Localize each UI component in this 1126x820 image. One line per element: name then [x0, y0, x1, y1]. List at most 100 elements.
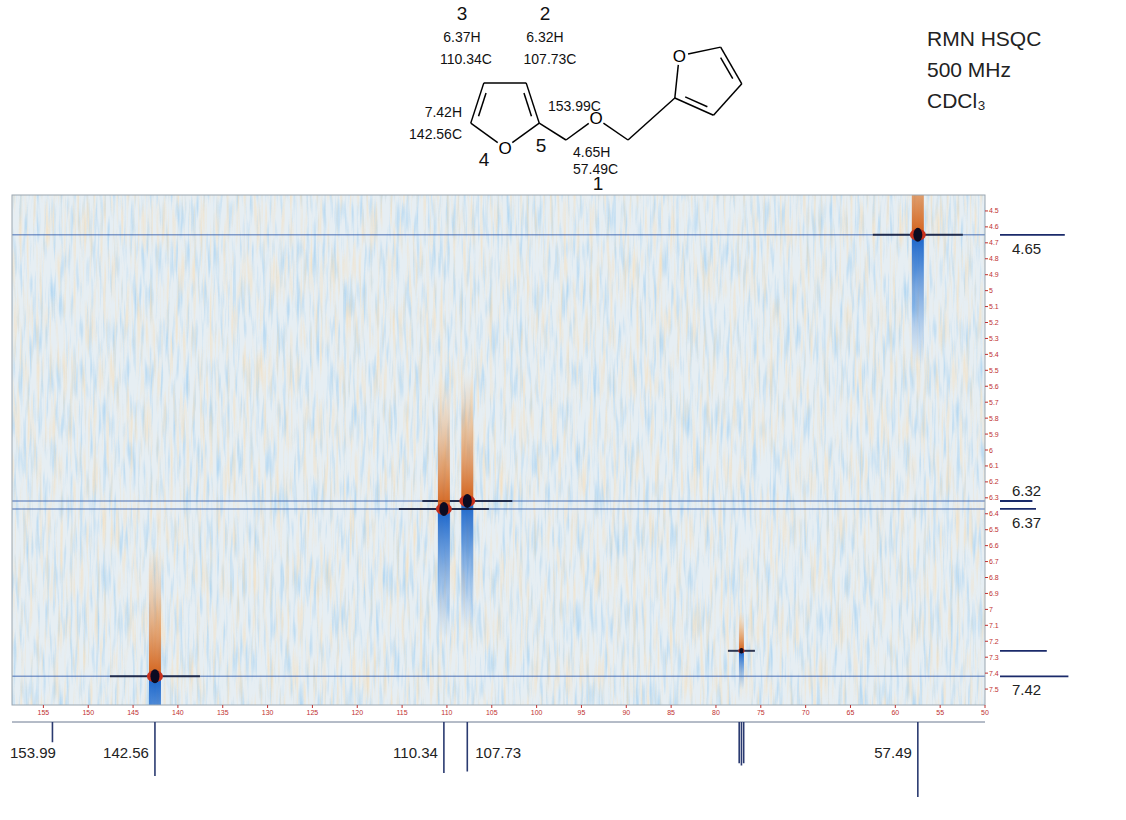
y-tick-label: 4.7 — [989, 239, 999, 246]
atom-number: 4 — [479, 149, 490, 170]
y-tick — [985, 673, 988, 674]
proton-label: 6.37 — [1012, 514, 1041, 531]
carbon-peak — [743, 722, 745, 763]
y-tick — [985, 577, 988, 578]
x-tick-label: 75 — [757, 709, 765, 716]
y-tick — [985, 481, 988, 482]
y-tick — [985, 561, 988, 562]
x-tick-label: 105 — [486, 709, 498, 716]
y-tick-label: 6.8 — [989, 574, 999, 581]
double-bond — [685, 97, 707, 107]
oxygen-label: O — [673, 47, 686, 66]
bond — [628, 98, 675, 140]
y-tick-label: 5 — [989, 287, 993, 294]
proton-peak — [1000, 650, 1047, 652]
x-tick-label: 55 — [936, 709, 944, 716]
y-tick-label: 7.5 — [989, 686, 999, 693]
atom-c-shift: 142.56C — [409, 126, 462, 142]
y-tick-label: 6.3 — [989, 494, 999, 501]
x-tick — [760, 705, 761, 708]
y-tick-label: 4.5 — [989, 207, 999, 214]
x-tick-label: 65 — [847, 709, 855, 716]
carbon-peak — [52, 722, 54, 742]
t1-streak — [739, 651, 744, 690]
cross-peak — [739, 648, 743, 654]
bond — [721, 47, 742, 84]
atom-h-shift: 6.32H — [526, 29, 563, 45]
atom-h-shift: 7.42H — [425, 104, 462, 120]
t2-ridge — [12, 500, 985, 502]
x-tick-label: 135 — [217, 709, 229, 716]
atom-number: 5 — [536, 135, 547, 156]
atom-c-shift: 107.73C — [524, 51, 577, 67]
atom-h-shift: 6.37H — [443, 29, 480, 45]
y-tick — [985, 657, 988, 658]
bond — [603, 123, 628, 140]
y-tick — [985, 641, 988, 642]
x-tick — [940, 705, 941, 708]
x-tick — [581, 705, 582, 708]
x-tick-label: 140 — [172, 709, 184, 716]
y-tick-label: 4.9 — [989, 271, 999, 278]
y-tick — [985, 274, 988, 275]
x-tick-label: 95 — [578, 709, 586, 716]
peaks — [12, 195, 985, 705]
noise — [12, 195, 985, 705]
molecule: OOO36.37H110.34C26.32H107.73C47.42H142.5… — [409, 3, 742, 194]
atom-number: 3 — [457, 3, 468, 24]
proton-peak — [1000, 508, 1036, 510]
x-tick-label: 85 — [667, 709, 675, 716]
y-tick — [985, 322, 988, 323]
y-tick — [985, 689, 988, 690]
x-tick — [626, 705, 627, 708]
y-tick — [985, 545, 988, 546]
x-tick — [491, 705, 492, 708]
x-tick — [446, 705, 447, 708]
y-tick — [985, 306, 988, 307]
peak-halo — [459, 495, 475, 507]
proton-label: 4.65 — [1012, 240, 1041, 257]
y-tick — [985, 513, 988, 514]
bond — [566, 123, 589, 140]
y-tick-label: 6.7 — [989, 558, 999, 565]
y-tick — [985, 242, 988, 243]
x-tick — [895, 705, 896, 708]
double-bond — [721, 58, 733, 79]
t2-ridge — [12, 508, 985, 510]
proton-peak — [1000, 675, 1068, 677]
oxygen-label: O — [498, 139, 511, 158]
y-tick-label: 7 — [989, 606, 993, 613]
y-tick — [985, 609, 988, 610]
cross-peak — [913, 228, 922, 242]
y-tick-label: 5.4 — [989, 351, 999, 358]
cross-peak — [463, 494, 472, 508]
x-tick — [43, 705, 44, 708]
y-tick-label: 5.7 — [989, 399, 999, 406]
carbon-peak — [443, 722, 445, 773]
x-tick — [222, 705, 223, 708]
y-tick — [985, 290, 988, 291]
x-tick-label: 80 — [712, 709, 720, 716]
cross-peak — [439, 502, 448, 516]
x-tick — [985, 705, 986, 708]
t1-streak — [149, 546, 161, 676]
x-tick — [715, 705, 716, 708]
t2-ridge — [12, 234, 985, 236]
y-tick-label: 5.1 — [989, 303, 999, 310]
x-tick-label: 70 — [802, 709, 810, 716]
bond — [675, 65, 678, 98]
y-tick — [985, 529, 988, 530]
carbon-label: 110.34 — [393, 744, 438, 761]
y-tick — [985, 258, 988, 259]
y-tick — [985, 465, 988, 466]
x-tick-label: 100 — [531, 709, 543, 716]
peak-halo — [147, 670, 163, 682]
x-tick-label: 145 — [127, 709, 139, 716]
x-tick — [267, 705, 268, 708]
x-tick — [312, 705, 313, 708]
y-tick — [985, 338, 988, 339]
y-tick-label: 5.8 — [989, 415, 999, 422]
y-tick-label: 7.3 — [989, 654, 999, 661]
bond — [526, 83, 539, 123]
y-tick-label: 6.9 — [989, 590, 999, 597]
